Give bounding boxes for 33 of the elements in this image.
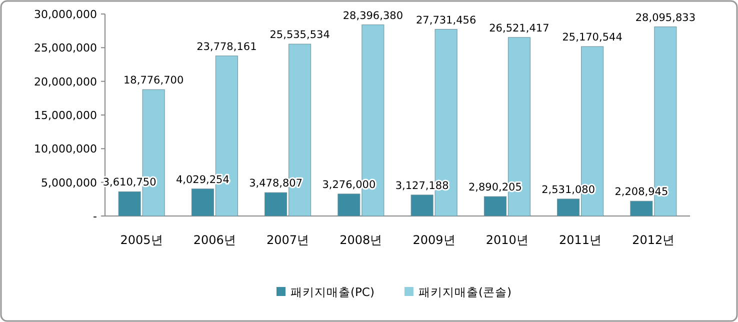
- data-label: 27,731,456: [416, 14, 476, 26]
- x-tick-label: 2009년: [412, 233, 456, 247]
- data-label: 28,396,380: [342, 10, 403, 22]
- data-label: 25,535,534: [270, 29, 330, 42]
- x-tick-label: 2006년: [193, 233, 236, 247]
- y-tick-label: 10,000,000: [34, 142, 97, 156]
- legend-label: 패키지매출(콘솔): [418, 285, 512, 299]
- y-tick-label: -: [93, 210, 98, 223]
- data-label: 3,610,750: [102, 176, 156, 189]
- data-label: 2,208,945: [614, 186, 668, 198]
- data-label: 25,170,544: [562, 32, 623, 44]
- x-tick-label: 2008년: [340, 233, 382, 247]
- data-label: 2,531,080: [542, 184, 596, 196]
- x-tick-label: 2012년: [632, 233, 675, 247]
- data-label: 3,127,188: [395, 180, 449, 192]
- data-label: 2,890,205: [468, 182, 522, 194]
- data-label: 23,778,161: [196, 40, 257, 53]
- x-tick-label: 2010년: [486, 233, 528, 247]
- y-tick-label: 5,000,000: [41, 176, 97, 190]
- data-label: 28,095,833: [635, 12, 696, 24]
- legend-label: 패키지매출(PC): [290, 285, 374, 299]
- x-tick-label: 2005년: [120, 233, 163, 247]
- data-label: 3,478,807: [249, 178, 303, 190]
- y-tick-label: 20,000,000: [34, 75, 97, 88]
- y-tick-label: 30,000,000: [34, 8, 97, 21]
- data-label: 18,776,700: [124, 74, 184, 87]
- y-tick-label: 25,000,000: [34, 42, 97, 55]
- data-label: 26,521,417: [489, 22, 550, 34]
- x-tick-label: 2007년: [266, 233, 310, 247]
- y-tick-label: 15,000,000: [34, 109, 97, 122]
- x-tick-label: 2011년: [559, 233, 602, 247]
- data-label: 4,029,254: [176, 174, 230, 186]
- data-label: 3,276,000: [322, 178, 376, 191]
